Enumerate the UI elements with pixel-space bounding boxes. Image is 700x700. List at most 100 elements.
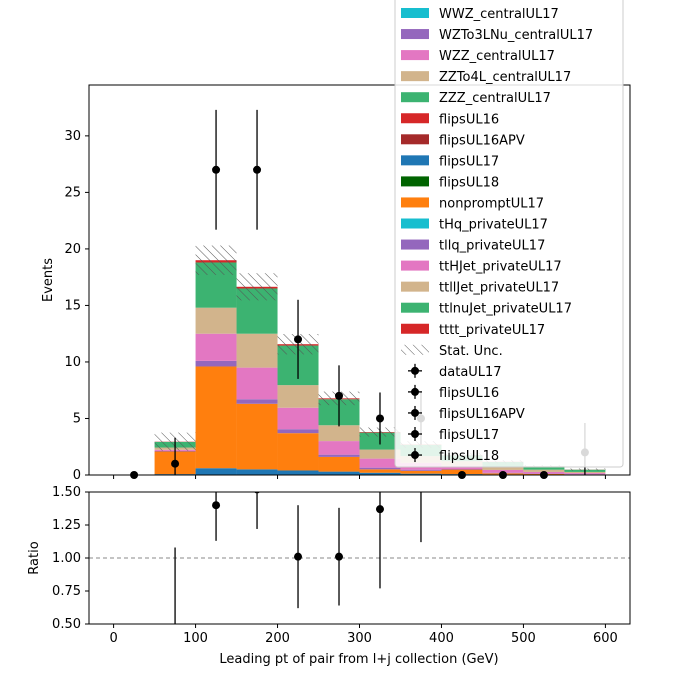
legend-swatch-10 — [401, 218, 429, 229]
ratio-y-tick-label-1.25: 1.25 — [52, 518, 81, 533]
x-axis-label: Leading pt of pair from l+j collection (… — [219, 652, 498, 667]
bar-flipsUL17-bin-2 — [195, 468, 237, 475]
legend-label-0: WWZ_centralUL17 — [439, 7, 559, 22]
legend-swatch-7 — [401, 155, 429, 166]
bar-tllq_privateUL17-bin-4 — [277, 429, 319, 434]
legend-label-19: flipsUL16APV — [439, 407, 525, 422]
data-point-4 — [294, 335, 303, 344]
bar-ttllJet_privateUL17-bin-4 — [277, 385, 319, 408]
bar-ttHJet_privateUL17-bin-5 — [318, 441, 360, 455]
legend-swatch-11 — [401, 239, 429, 250]
bar-ttlnuJet_privateUL17-bin-10 — [523, 466, 565, 470]
bar-ttHJet_privateUL17-bin-4 — [277, 407, 319, 430]
legend-label-15: tttt_privateUL17 — [439, 323, 545, 338]
legend-swatch-8 — [401, 176, 429, 187]
main-y-tick-label-30: 30 — [64, 129, 81, 144]
data-point-3 — [253, 165, 262, 174]
x-tick-label-100: 100 — [183, 631, 208, 646]
stacked-bars — [154, 260, 606, 475]
bar-flipsUL17-bin-7 — [400, 473, 442, 475]
bar-flipsUL17-bin-6 — [359, 472, 401, 475]
ratio-y-tick-label-1.00: 1.00 — [52, 551, 81, 566]
ratio-point-4 — [335, 552, 344, 561]
x-tick-label-500: 500 — [511, 631, 536, 646]
legend-swatch-5 — [401, 113, 429, 124]
ratio-point-3 — [294, 552, 303, 561]
x-tick-label-300: 300 — [347, 631, 372, 646]
main-y-tick-label-25: 25 — [64, 185, 81, 200]
legend-swatch-12 — [401, 260, 429, 271]
x-tick-label-600: 600 — [593, 631, 618, 646]
legend-swatch-0 — [401, 8, 429, 18]
ratio-y-tick-label-1.50: 1.50 — [52, 485, 81, 500]
bar-nonpromptUL17-bin-7 — [400, 470, 442, 474]
ratio-points — [171, 492, 422, 644]
bar-flipsUL17-bin-4 — [277, 470, 319, 475]
legend-marker-18 — [411, 387, 419, 396]
ratio-point-0 — [171, 636, 179, 644]
x-tick-label-400: 400 — [429, 631, 454, 646]
legend-label-1: WZTo3LNu_centralUL17 — [439, 28, 593, 43]
legend-frame — [394, 0, 624, 468]
legend-label-9: nonpromptUL17 — [439, 196, 544, 211]
bar-ttllJet_privateUL17-bin-6 — [359, 449, 401, 459]
bar-ttllJet_privateUL17-bin-9 — [482, 466, 524, 470]
bar-tllq_privateUL17-bin-5 — [318, 454, 360, 457]
stat-unc-bin-3 — [236, 273, 278, 301]
main-y-tick-label-15: 15 — [64, 298, 81, 313]
x-tick-label-200: 200 — [265, 631, 290, 646]
bar-ttHJet_privateUL17-bin-2 — [195, 333, 237, 361]
data-point-1 — [171, 459, 180, 468]
main-y-ticks: 0 5 10 15 20 25 30 — [64, 129, 89, 483]
bar-tllq_privateUL17-bin-2 — [195, 360, 237, 367]
bar-tllq_privateUL17-bin-8 — [441, 469, 483, 470]
legend-marker-20 — [411, 430, 419, 438]
legend-label-6: flipsUL16APV — [439, 133, 525, 148]
legend-swatch-16 — [401, 344, 429, 355]
legend-label-11: tllq_privateUL17 — [439, 239, 545, 254]
legend-swatch-15 — [401, 323, 429, 334]
legend-swatch-2 — [401, 50, 429, 61]
main-x-ticks — [113, 475, 606, 479]
legend-label-5: flipsUL16 — [439, 112, 499, 127]
legend-swatch-6 — [401, 134, 429, 145]
ratio-x-ticks: 0 100 200 300 400 500 600 — [109, 624, 618, 646]
legend-marker-19 — [411, 408, 419, 417]
bar-tllq_privateUL17-bin-6 — [359, 467, 401, 470]
legend-label-16: Stat. Unc. — [439, 344, 503, 359]
bar-ttHJet_privateUL17-bin-6 — [359, 458, 401, 468]
legend-label-3: ZZTo4L_centralUL17 — [439, 70, 571, 85]
legend-label-14: ttlnuJet_privateUL17 — [439, 302, 572, 317]
ratio-plot-frame — [88, 491, 631, 625]
legend-label-21: flipsUL18 — [439, 449, 499, 464]
bar-ttllJet_privateUL17-bin-5 — [318, 425, 360, 442]
legend-swatch-13 — [401, 281, 429, 292]
bar-nonpromptUL17-bin-5 — [318, 456, 360, 472]
y-axis-label: Events — [41, 258, 56, 302]
ratio-y-axis-label: Ratio — [27, 541, 42, 574]
legend-label-18: flipsUL16 — [439, 386, 499, 401]
legend-label-20: flipsUL17 — [439, 428, 499, 443]
main-y-tick-label-20: 20 — [64, 242, 81, 257]
bar-ttllJet_privateUL17-bin-3 — [236, 333, 278, 368]
legend-label-7: flipsUL17 — [439, 154, 499, 169]
bar-flipsUL17-bin-5 — [318, 471, 360, 475]
bar-ttllJet_privateUL17-bin-10 — [523, 469, 565, 472]
legend-swatch-9 — [401, 197, 429, 208]
bar-ttHJet_privateUL17-bin-3 — [236, 367, 278, 400]
legend-marker-21 — [411, 451, 419, 460]
bar-flipsUL17-bin-3 — [236, 469, 278, 475]
legend-label-4: ZZZ_centralUL17 — [439, 91, 551, 106]
main-y-tick-label-5: 5 — [73, 411, 81, 426]
main-y-tick-label-0: 0 — [73, 468, 81, 483]
ratio-y-tick-label-0.75: 0.75 — [52, 584, 81, 599]
x-tick-label-0: 0 — [109, 631, 117, 646]
legend-label-17: dataUL17 — [439, 365, 502, 380]
legend-swatch-14 — [401, 302, 429, 313]
legend-label-2: WZZ_centralUL17 — [439, 49, 555, 64]
legend-label-12: ttHJet_privateUL17 — [439, 260, 562, 275]
bar-nonpromptUL17-bin-4 — [277, 433, 319, 471]
legend-swatch-3 — [401, 71, 429, 82]
data-point-2 — [212, 165, 221, 174]
